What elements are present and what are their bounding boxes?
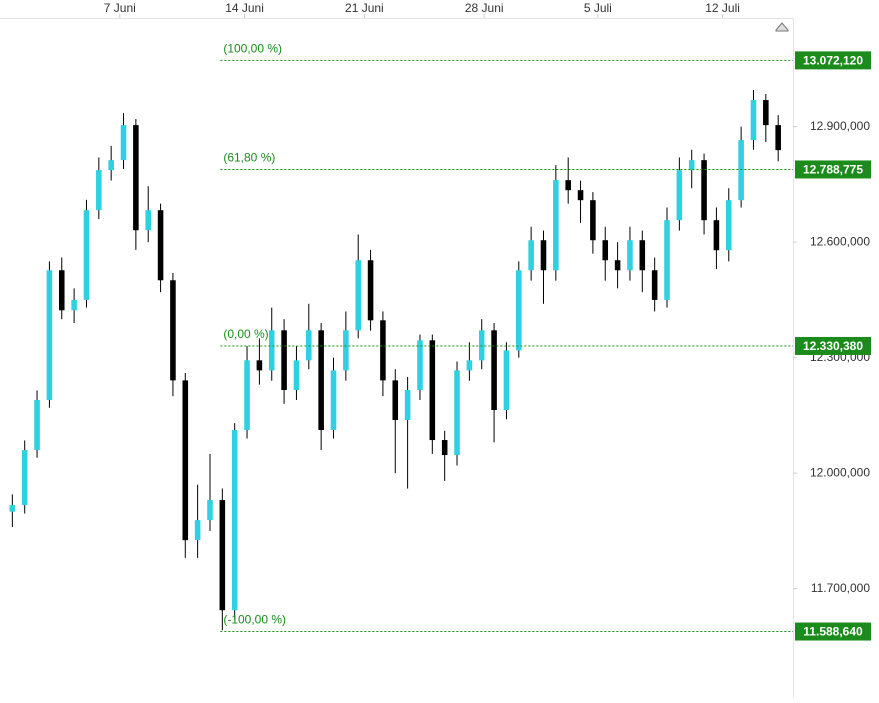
candle-body	[34, 400, 40, 451]
candle-body	[318, 330, 324, 431]
candle-body	[602, 240, 609, 261]
candle-body	[713, 220, 720, 251]
candle-body	[194, 520, 201, 541]
candle-body	[516, 270, 522, 351]
candle-body	[9, 505, 16, 512]
y-tick-label: 12.000,000	[810, 465, 870, 479]
x-tick-label: 28 Juni	[465, 1, 504, 15]
candle-body	[120, 125, 127, 161]
candle-body	[577, 190, 584, 201]
candle-body	[133, 125, 139, 231]
x-tick-label: 21 Juni	[345, 1, 384, 15]
candle-body	[182, 380, 189, 541]
home-icon[interactable]	[775, 22, 789, 32]
candle-body	[281, 330, 287, 390]
candle-body	[83, 210, 90, 300]
candle-body	[343, 330, 349, 371]
y-tick-label: 12.600,000	[810, 234, 870, 248]
fib-label: (0,00 %)	[223, 327, 268, 341]
candle-body	[58, 270, 65, 311]
candle-body	[466, 360, 473, 371]
candle-body	[96, 170, 102, 211]
candle-body	[108, 160, 114, 171]
candle-body	[404, 389, 411, 421]
candle-body	[565, 180, 571, 191]
fib-price-label: 11.588,640	[803, 625, 863, 639]
x-tick-label: 7 Juni	[104, 1, 136, 15]
candle-body	[306, 330, 312, 361]
candle-body	[219, 500, 226, 611]
candle-body	[441, 440, 448, 456]
candle-body	[46, 270, 53, 401]
candle-body	[330, 370, 337, 431]
fib-price-label: 12.330,380	[803, 339, 863, 353]
candle-body	[688, 160, 695, 171]
candle-body	[651, 270, 658, 300]
x-tick-label: 14 Juni	[225, 1, 264, 15]
candle-body	[367, 260, 374, 321]
candle-body	[207, 500, 213, 521]
fib-label: (-100,00 %)	[223, 613, 286, 627]
candle-body	[429, 340, 436, 441]
candle-body	[639, 240, 646, 271]
fib-price-label: 13.072,120	[803, 54, 863, 68]
candle-body	[478, 330, 485, 361]
candle-body	[676, 170, 683, 221]
candle-body	[454, 370, 460, 456]
candle-body	[268, 330, 275, 371]
candle-body	[380, 320, 386, 381]
candle-body	[293, 360, 300, 390]
candle-body	[775, 125, 781, 151]
candle-body	[170, 280, 176, 381]
candle-body	[627, 240, 633, 271]
candle-body	[244, 360, 250, 431]
candle-body	[157, 210, 164, 281]
candle-body	[763, 100, 769, 126]
candle-body	[145, 210, 152, 231]
candle-body	[553, 180, 559, 271]
candle-body	[750, 100, 757, 141]
candle-body	[231, 430, 238, 611]
candle-body	[540, 240, 547, 271]
candle-body	[355, 260, 361, 331]
candle-body	[701, 160, 707, 221]
fib-label: (100,00 %)	[223, 42, 282, 56]
candle-body	[71, 299, 77, 311]
candle-body	[528, 240, 534, 271]
candle-body	[725, 200, 732, 251]
candle-body	[738, 140, 744, 201]
candle-body	[503, 350, 510, 411]
x-tick-label: 12 Juli	[705, 1, 740, 15]
y-tick-label: 11.700,000	[811, 581, 870, 595]
candle-body	[491, 330, 497, 411]
fib-price-box	[795, 622, 871, 641]
candle-body	[392, 380, 399, 421]
y-tick-label: 12.900,000	[810, 119, 870, 133]
candle-body	[417, 340, 423, 390]
candle-body	[664, 220, 670, 300]
candle-body	[256, 360, 263, 371]
fib-price-box	[795, 336, 871, 355]
candle-body	[614, 260, 621, 271]
candle-body	[590, 200, 596, 241]
fib-label: (61,80 %)	[223, 151, 275, 165]
fib-price-box	[795, 51, 871, 70]
fib-price-label: 12.788,775	[803, 163, 863, 177]
x-tick-label: 5 Juli	[584, 1, 612, 15]
fib-price-box	[795, 160, 871, 179]
candle-body	[21, 450, 28, 506]
